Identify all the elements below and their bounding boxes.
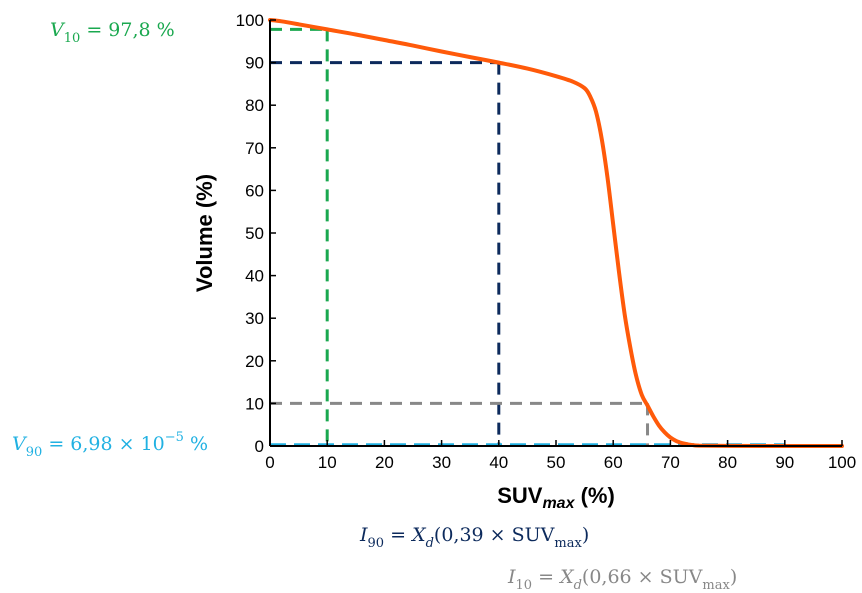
x-tick-label: 20 (375, 453, 394, 472)
series-layer (268, 18, 844, 449)
y-tick-label: 30 (245, 309, 264, 328)
y-tick-label: 50 (245, 224, 264, 243)
x-tick-label: 50 (547, 453, 566, 472)
i90-annotation: I90 = Xd(0,39 × SUVmax) (359, 524, 589, 551)
x-tick-label: 60 (604, 453, 623, 472)
x-tick-label: 80 (718, 453, 737, 472)
y-tick-label: 100 (236, 11, 264, 30)
x-tick-label: 90 (775, 453, 794, 472)
x-tick-labels: 0 10 20 30 40 50 60 70 80 90 100 (265, 440, 856, 472)
v90-annotation: V90 = 6,98 × 10−5 % (12, 430, 208, 460)
v10-annotation: V10 = 97,8 % (50, 19, 175, 46)
y-tick-label: 70 (245, 139, 264, 158)
axes (269, 20, 842, 447)
x-tick-label: 40 (489, 453, 508, 472)
y-tick-label: 60 (245, 181, 264, 200)
x-tick-label: 70 (661, 453, 680, 472)
y-axis-title: Volume (%) (192, 174, 217, 292)
x-tick-label: 0 (265, 453, 274, 472)
y-tick-label: 80 (245, 96, 264, 115)
i10-annotation: I10 = Xd(0,66 × SUVmax) (507, 566, 737, 593)
y-tick-label: 90 (245, 54, 264, 73)
x-axis-title: SUVmax (%) (497, 483, 615, 512)
x-tick-label: 100 (828, 453, 856, 472)
reference-lines (270, 27, 785, 447)
x-tick-label: 10 (318, 453, 337, 472)
series-line-0 (268, 18, 844, 449)
y-tick-label: 0 (255, 437, 264, 456)
y-tick-label: 10 (245, 394, 264, 413)
y-tick-label: 20 (245, 352, 264, 371)
y-tick-label: 40 (245, 267, 264, 286)
x-tick-label: 30 (432, 453, 451, 472)
y-tick-labels: 0 10 20 30 40 50 60 70 80 90 100 (236, 11, 276, 456)
